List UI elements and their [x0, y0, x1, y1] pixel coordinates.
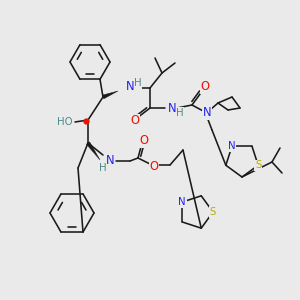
Polygon shape — [102, 91, 118, 99]
Text: N: N — [203, 106, 211, 119]
Text: H: H — [134, 78, 142, 88]
Text: H: H — [176, 108, 184, 118]
Text: O: O — [140, 134, 148, 148]
Text: N: N — [168, 101, 176, 115]
Text: O: O — [130, 115, 140, 128]
Text: O: O — [149, 160, 158, 172]
Text: N: N — [106, 154, 114, 167]
Polygon shape — [86, 142, 100, 160]
Text: H: H — [99, 163, 107, 173]
Text: N: N — [228, 141, 236, 151]
Text: HO: HO — [57, 117, 73, 127]
Text: S: S — [255, 160, 261, 170]
Text: O: O — [200, 80, 209, 94]
Text: N: N — [126, 80, 134, 94]
Text: N: N — [178, 197, 186, 207]
Text: S: S — [210, 207, 216, 217]
